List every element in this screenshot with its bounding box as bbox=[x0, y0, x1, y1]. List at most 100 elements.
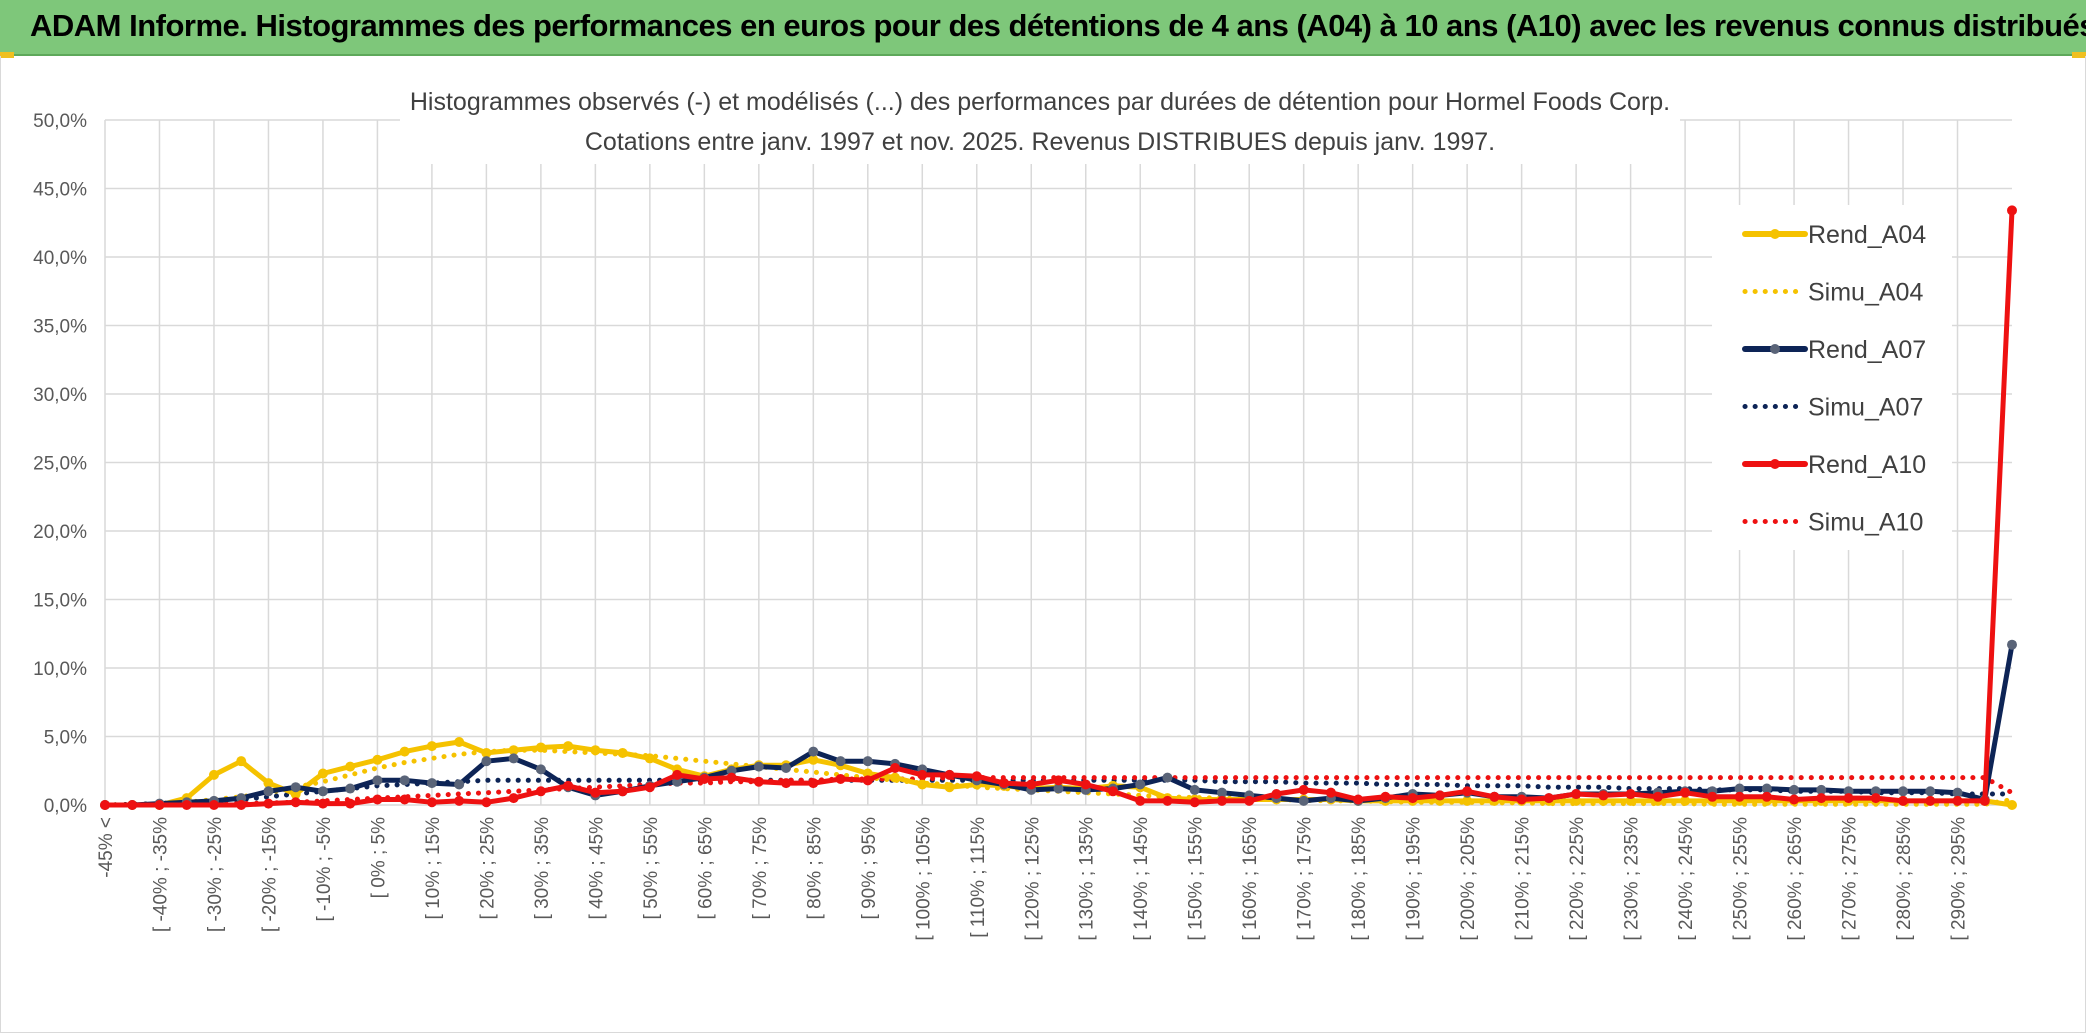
series-point-rend_a10 bbox=[1080, 779, 1091, 790]
chart-title-block: Histogrammes observés (-) et modélisés (… bbox=[400, 80, 1680, 164]
series-point-rend_a04 bbox=[808, 754, 819, 765]
series-point-rend_a07 bbox=[317, 786, 328, 797]
series-point-rend_a04 bbox=[481, 747, 492, 758]
series-point-rend_a10 bbox=[1843, 793, 1854, 804]
series-point-rend_a04 bbox=[345, 761, 356, 772]
series-point-rend_a10 bbox=[1625, 789, 1636, 800]
x-tick-label: [ 90% ; 95% bbox=[859, 817, 880, 920]
series-point-rend_a10 bbox=[1189, 797, 1200, 808]
series-point-rend_a10 bbox=[1571, 789, 1582, 800]
x-tick-label: [ 210% ; 215% bbox=[1513, 817, 1534, 941]
series-point-rend_a10 bbox=[1952, 795, 1963, 806]
series-point-rend_a10 bbox=[508, 793, 519, 804]
series-point-rend_a10 bbox=[317, 798, 328, 809]
series-point-rend_a04 bbox=[208, 769, 219, 780]
series-point-rend_a10 bbox=[1434, 790, 1445, 801]
series-point-rend_a04 bbox=[290, 789, 301, 800]
series-point-rend_a04 bbox=[535, 742, 546, 753]
x-tick-label: [ 190% ; 195% bbox=[1404, 817, 1425, 941]
y-tick-label: 40,0% bbox=[33, 248, 87, 269]
x-tick-label: [ 160% ; 165% bbox=[1240, 817, 1261, 941]
series-point-rend_a07 bbox=[1053, 783, 1064, 794]
x-tick-label: [ 120% ; 125% bbox=[1022, 817, 1043, 941]
x-tick-label: -45% < bbox=[96, 817, 117, 878]
series-point-rend_a10 bbox=[1026, 779, 1037, 790]
series-point-rend_a07 bbox=[481, 756, 492, 767]
series-point-rend_a04 bbox=[644, 753, 655, 764]
series-point-rend_a04 bbox=[317, 768, 328, 779]
series-point-rend_a07 bbox=[263, 786, 274, 797]
series-point-rend_a10 bbox=[699, 773, 710, 784]
series-point-rend_a10 bbox=[1380, 791, 1391, 802]
x-axis-ticks: -45% < [ -40% ; -35% [ -30% ; -25% [ -20% ;… bbox=[96, 817, 1970, 941]
x-tick-label: [ 250% ; 255% bbox=[1731, 817, 1752, 941]
y-tick-label: 35,0% bbox=[33, 317, 87, 338]
x-tick-label: [ -40% ; -35% bbox=[150, 817, 171, 932]
series-point-rend_a10 bbox=[808, 778, 819, 789]
legend-marker bbox=[1770, 344, 1780, 354]
series-point-rend_a10 bbox=[2007, 205, 2017, 216]
x-tick-label: [ -10% ; -5% bbox=[314, 817, 335, 922]
series-point-rend_a10 bbox=[1543, 793, 1554, 804]
series-point-rend_a07 bbox=[1816, 784, 1827, 795]
series-point-rend_a10 bbox=[535, 786, 546, 797]
series-point-rend_a10 bbox=[1734, 791, 1745, 802]
x-tick-label: [ 30% ; 35% bbox=[532, 817, 553, 920]
x-tick-label: [ 150% ; 155% bbox=[1186, 817, 1207, 941]
series-point-rend_a04 bbox=[1625, 795, 1636, 806]
x-tick-label: [ 70% ; 75% bbox=[750, 817, 771, 920]
series-point-rend_a10 bbox=[644, 782, 655, 793]
x-tick-label: [ 180% ; 185% bbox=[1349, 817, 1370, 941]
series-point-rend_a10 bbox=[944, 769, 955, 780]
series-point-rend_a04 bbox=[917, 779, 928, 790]
series-point-rend_a07 bbox=[399, 775, 410, 786]
legend-marker bbox=[1770, 229, 1780, 239]
y-tick-label: 5,0% bbox=[44, 728, 87, 749]
x-tick-label: [ 200% ; 205% bbox=[1458, 817, 1479, 941]
series-point-rend_a10 bbox=[208, 800, 219, 810]
series-point-rend_a10 bbox=[154, 800, 165, 810]
series-point-rend_a10 bbox=[1816, 793, 1827, 804]
series-point-rend_a10 bbox=[1652, 791, 1663, 802]
series-point-rend_a07 bbox=[2007, 639, 2017, 650]
series-point-rend_a07 bbox=[1843, 786, 1854, 797]
x-tick-label: [ 170% ; 175% bbox=[1295, 817, 1316, 941]
x-tick-label: [ 240% ; 245% bbox=[1676, 817, 1697, 941]
series-point-rend_a07 bbox=[1734, 783, 1745, 794]
legend-label-rend_a04: Rend_A04 bbox=[1808, 221, 1926, 249]
series-point-rend_a07 bbox=[726, 765, 737, 776]
x-tick-label: [ -20% ; -15% bbox=[259, 817, 280, 932]
series-point-rend_a10 bbox=[726, 772, 737, 783]
series-point-rend_a07 bbox=[672, 776, 683, 787]
series-point-rend_a04 bbox=[508, 745, 519, 756]
legend-label-simu_a04: Simu_A04 bbox=[1808, 279, 1923, 307]
corner-mark-left bbox=[0, 52, 14, 58]
series-point-rend_a04 bbox=[1680, 795, 1691, 806]
series-point-rend_a07 bbox=[862, 756, 873, 767]
series-point-rend_a10 bbox=[1680, 787, 1691, 798]
report-title: ADAM Informe. Histogrammes des performan… bbox=[30, 8, 2086, 43]
x-tick-label: [ 40% ; 45% bbox=[586, 817, 607, 920]
series-point-rend_a07 bbox=[835, 756, 846, 767]
series-point-rend_a10 bbox=[672, 769, 683, 780]
y-axis-ticks: 0,0% 5,0% 10,0% 15,0% 20,0% 25,0% 30,0% 35,0% 40… bbox=[33, 111, 87, 817]
series-point-rend_a07 bbox=[753, 761, 764, 772]
series-point-rend_a10 bbox=[1489, 791, 1500, 802]
legend-label-rend_a07: Rend_A07 bbox=[1808, 336, 1926, 364]
series-layer bbox=[100, 205, 2017, 810]
series-point-rend_a07 bbox=[1952, 787, 1963, 798]
legend-marker bbox=[1770, 459, 1780, 469]
x-tick-label: [ 230% ; 235% bbox=[1622, 817, 1643, 941]
series-point-rend_a10 bbox=[1925, 795, 1936, 806]
series-point-rend_a10 bbox=[181, 800, 192, 810]
y-tick-label: 0,0% bbox=[44, 796, 87, 817]
series-point-rend_a07 bbox=[781, 763, 792, 774]
series-point-rend_a10 bbox=[454, 795, 465, 806]
chart-title: Histogrammes observés (-) et modélisés (… bbox=[410, 88, 1670, 116]
series-point-rend_a07 bbox=[236, 793, 247, 804]
series-point-rend_a10 bbox=[1353, 794, 1364, 805]
x-tick-label: [ 220% ; 225% bbox=[1567, 817, 1588, 941]
series-point-rend_a04 bbox=[944, 782, 955, 793]
y-tick-label: 25,0% bbox=[33, 454, 87, 475]
legend: Rend_A04 Simu_A04 Rend_A07 Simu_A07 Rend_A10… bbox=[1712, 205, 1952, 550]
